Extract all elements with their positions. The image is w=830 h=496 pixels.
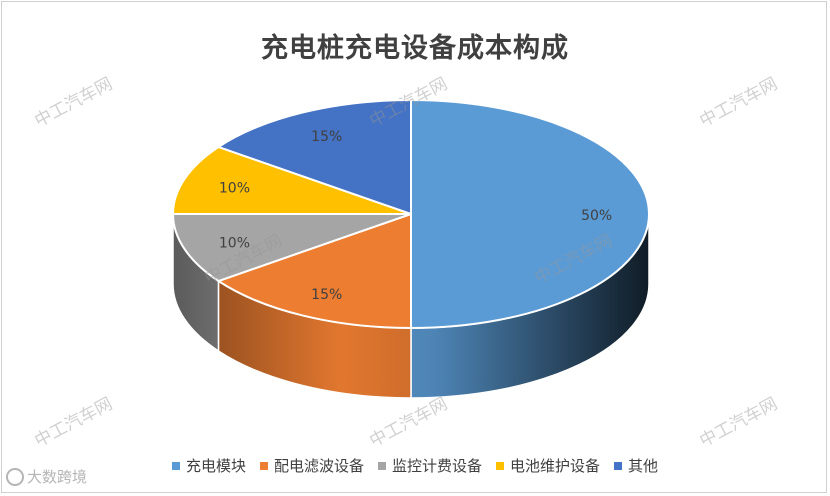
dsj-logo-icon: [6, 467, 24, 486]
legend-item: 监控计费设备: [377, 455, 482, 476]
data-label: 10%: [219, 181, 250, 197]
legend-swatch: [614, 461, 623, 470]
legend-swatch: [377, 461, 386, 470]
legend-item: 其他: [614, 455, 658, 476]
pie-slice: [171, 213, 412, 283]
legend-label: 充电模块: [185, 457, 246, 475]
legend-swatch: [171, 461, 180, 470]
data-label: 15%: [311, 129, 342, 145]
pie-slice: [171, 145, 412, 215]
legend-item: 电池维护设备: [496, 455, 600, 476]
pie-slice: [410, 98, 650, 330]
legend-label: 其他: [628, 457, 659, 475]
data-label: 10%: [219, 235, 250, 251]
brand-logo-text: 大数跨境: [27, 468, 88, 486]
legend-swatch: [496, 461, 504, 470]
chart-title: 充电桩充电设备成本构成: [261, 33, 569, 64]
brand-logo: 大数跨境: [6, 466, 87, 487]
chart-legend: 充电模块 配电滤波设备 监控计费设备 电池维护设备 其他: [0, 455, 830, 476]
pie-slice: [216, 212, 412, 330]
data-label: 15%: [311, 287, 342, 303]
legend-label: 监控计费设备: [391, 457, 482, 475]
legend-label: 电池维护设备: [510, 457, 601, 475]
legend-item: 充电模块: [171, 455, 246, 476]
data-label: 50%: [581, 208, 612, 224]
legend-swatch: [259, 461, 268, 470]
pie-slice: [216, 98, 412, 216]
legend-label: 配电滤波设备: [273, 457, 364, 475]
legend-item: 配电滤波设备: [259, 455, 364, 476]
